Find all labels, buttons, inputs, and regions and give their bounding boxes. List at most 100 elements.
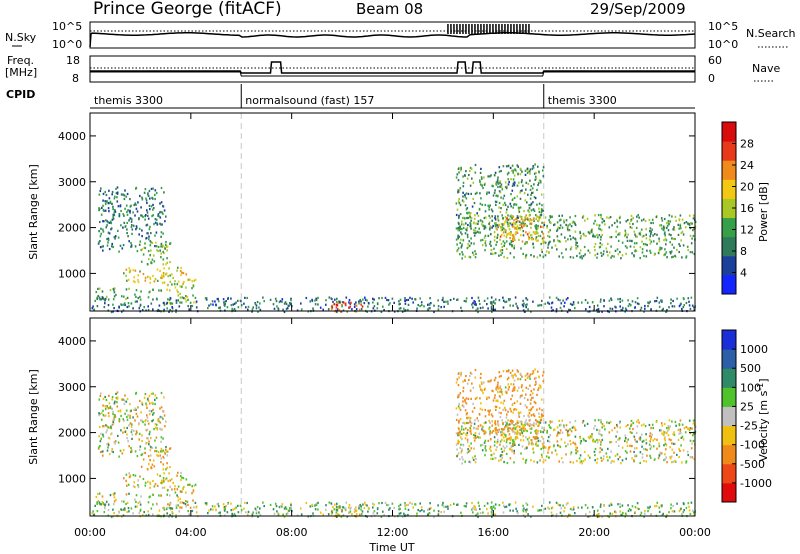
- data-region-0: [97, 391, 167, 458]
- colorbar-swatch: [722, 236, 736, 257]
- data-region-5: [91, 501, 696, 519]
- data-region-3: [95, 287, 163, 301]
- x-tick-label: 04:00: [175, 526, 207, 539]
- velocity-axes: 1000 2000 3000 4000: [58, 318, 696, 516]
- x-axis-label: Time UT: [368, 541, 414, 554]
- colorbar-swatch: [722, 274, 736, 295]
- colorbar-swatch: [722, 406, 736, 427]
- nsky-panel: [89, 21, 696, 49]
- colorbar-swatch: [722, 349, 736, 369]
- data-region-1: [140, 241, 172, 266]
- nsky-traces: [89, 24, 696, 48]
- frequency-line: [90, 61, 695, 74]
- freq-panel: [89, 55, 696, 83]
- colorbar-swatch: [722, 160, 736, 180]
- colorbar-tick-label: 28: [740, 138, 754, 151]
- nsky-tick-bottom: 10^0: [52, 38, 82, 51]
- colorbar-swatch: [722, 141, 736, 161]
- x-tick-label: 00:00: [74, 526, 106, 539]
- beam-label: Beam 08: [356, 0, 423, 18]
- data-region-4: [166, 278, 198, 306]
- colorbar-tick-label: 4: [740, 267, 747, 280]
- data-region-8: [455, 163, 546, 230]
- nsky-label: N.Sky: [5, 31, 37, 44]
- power-y-axis-label: Slant Range [km]: [27, 164, 40, 260]
- colorbar-frame: [721, 329, 737, 503]
- nsky-line: [89, 32, 696, 48]
- nsearch-tick-bottom: 10^0: [708, 38, 738, 51]
- colorbar-tick-label: 500: [740, 362, 761, 375]
- nave-tick-bottom: 0: [708, 72, 715, 85]
- velocity-label-sup: -1: [756, 383, 765, 391]
- colorbar-tick-label: 25: [740, 400, 754, 413]
- colorbar-tick-label: 16: [740, 202, 754, 215]
- colorbar-tick-label: 20: [740, 181, 754, 194]
- freq-label-line1: Freq.: [7, 54, 34, 67]
- colorbar-swatch: [722, 330, 736, 350]
- colorbar-swatch: [722, 482, 736, 503]
- y-tick-label: 2000: [58, 222, 86, 235]
- y-tick-label: 1000: [58, 267, 86, 280]
- data-region-9: [495, 419, 546, 449]
- freq-traces: [90, 61, 695, 77]
- colorbar-swatch: [722, 255, 736, 276]
- nsearch-label: N.Search: [746, 27, 796, 40]
- power-colorbar-label: Power [dB]: [757, 182, 770, 242]
- colorbar-swatch: [722, 179, 736, 199]
- colorbar-swatch: [722, 122, 736, 142]
- velocity-label-end: ]: [757, 378, 770, 382]
- data-region-2: [123, 471, 188, 489]
- x-tick-label: 16:00: [477, 526, 509, 539]
- colorbar-tick-label: 12: [740, 224, 754, 237]
- colorbar-tick-label: 100: [740, 381, 761, 394]
- power-panel-frame: [89, 112, 696, 312]
- x-tick-label: 20:00: [578, 526, 610, 539]
- date-label: 29/Sep/2009: [590, 0, 686, 18]
- data-region-6: [330, 301, 364, 313]
- colorbar-swatch: [722, 198, 736, 219]
- colorbar-tick-label: -1000: [740, 477, 772, 490]
- power-data: [91, 113, 697, 314]
- nsky-tick-top: 10^5: [52, 20, 82, 33]
- y-tick-label: 2000: [58, 427, 86, 440]
- colorbar-swatch: [722, 444, 736, 465]
- colorbar-tick-label: -100: [740, 439, 765, 452]
- colorbar-tick-label: -25: [740, 420, 758, 433]
- velocity-colorbar-label: Velocity [m s-1]: [756, 378, 770, 461]
- y-tick-label: 3000: [58, 176, 86, 189]
- data-region-2: [123, 266, 188, 284]
- colorbar-swatch: [722, 387, 736, 407]
- cpid-label: CPID: [6, 88, 35, 101]
- colorbar-swatch: [722, 463, 736, 484]
- x-tick-label: 00:00: [679, 526, 711, 539]
- nsearch-tick-top: 10^5: [708, 20, 738, 33]
- y-tick-label: 4000: [58, 130, 86, 143]
- data-region-1: [140, 446, 172, 471]
- cpid-segment-label: normalsound (fast) 157: [245, 94, 374, 107]
- data-region-9: [495, 214, 546, 244]
- colorbar-swatch: [722, 217, 736, 238]
- colorbar-swatch: [722, 368, 736, 388]
- colorbar-tick-label: -500: [740, 458, 765, 471]
- cpid-segment-label: themis 3300: [548, 94, 617, 107]
- velocity-panel-frame: [89, 317, 696, 517]
- nave-tick-top: 60: [708, 54, 722, 67]
- cpid-segment-label: themis 3300: [94, 94, 163, 107]
- colorbar-swatch: [722, 425, 736, 446]
- nave-trace: [90, 71, 695, 77]
- nsky-spikes: [447, 24, 530, 34]
- y-tick-label: 3000: [58, 381, 86, 394]
- velocity-data: [91, 318, 697, 519]
- nave-label: Nave: [752, 62, 780, 75]
- cpid-segments: themis 3300 normalsound (fast) 157 themis …: [94, 84, 617, 108]
- freq-tick-bottom: 8: [72, 72, 79, 85]
- freq-tick-top: 18: [66, 54, 80, 67]
- velocity-label-main: Velocity [m s: [757, 390, 770, 461]
- data-region-4: [166, 483, 198, 511]
- figure-title: Prince George (fitACF): [93, 0, 282, 19]
- power-colorbar: 4 8 12 16 20 24 28: [721, 121, 754, 295]
- colorbar-tick-label: 24: [740, 159, 754, 172]
- y-tick-label: 4000: [58, 335, 86, 348]
- velocity-colorbar: 1000 500 100 25 -25 -100 -500 -1000: [721, 329, 772, 503]
